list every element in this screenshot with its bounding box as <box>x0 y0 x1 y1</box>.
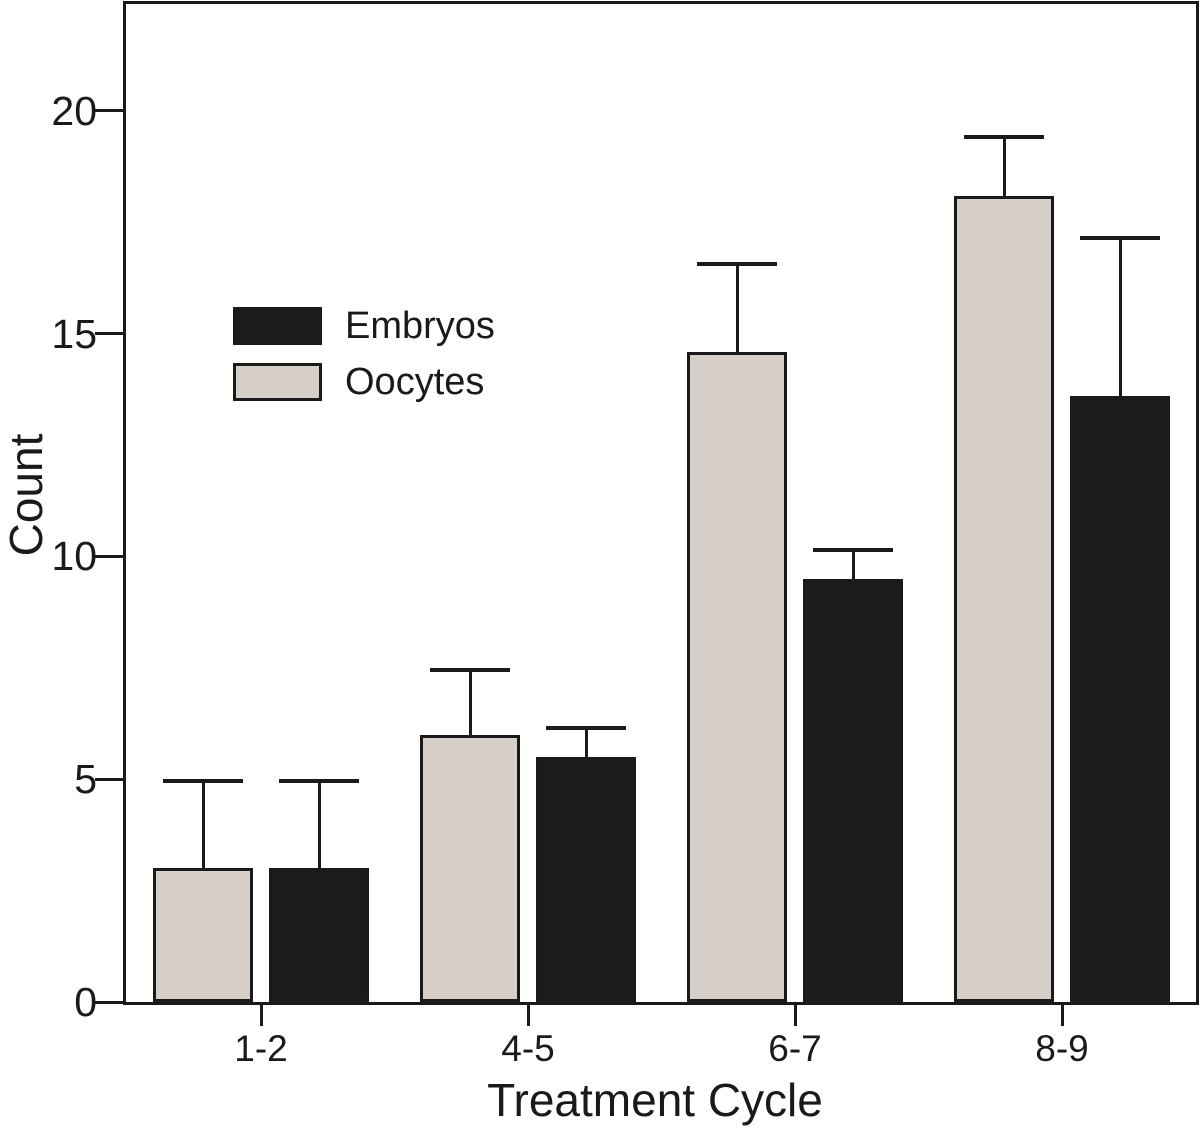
legend-label-embryos: Embryos <box>345 305 495 347</box>
x-tick-mark <box>526 1005 530 1026</box>
embryos-error-cap-8-9 <box>1080 236 1160 240</box>
embryos-swatch <box>233 307 322 345</box>
embryos-error-stem-6-7 <box>851 548 855 581</box>
embryos-error-cap-6-7 <box>813 548 893 552</box>
oocytes-error-cap-1-2 <box>163 779 243 783</box>
embryos-error-stem-4-5 <box>584 726 588 759</box>
y-tick-label: 10 <box>51 533 97 580</box>
y-tick-label: 20 <box>51 87 97 134</box>
oocytes-error-stem-6-7 <box>735 263 739 354</box>
x-tick-mark <box>1060 1005 1064 1026</box>
plot-area: Embryos Oocytes 0 5 10 15 20 1-2 4-5 6-7 8-9 <box>51 1 1199 1068</box>
x-tick-label: 8-9 <box>1035 1028 1089 1069</box>
embryos-bar-8-9 <box>1070 396 1170 1002</box>
y-tick-mark <box>95 332 123 336</box>
x-axis-title: Treatment Cycle <box>487 1074 823 1126</box>
oocytes-swatch <box>233 363 322 401</box>
x-tick-mark <box>259 1005 263 1026</box>
embryos-error-stem-1-2 <box>317 779 321 870</box>
oocytes-bar-6-7 <box>687 352 787 1002</box>
legend-label-oocytes: Oocytes <box>345 361 485 403</box>
oocytes-error-cap-4-5 <box>430 668 510 672</box>
oocytes-error-stem-8-9 <box>1002 136 1006 198</box>
y-tick-label: 15 <box>51 310 97 357</box>
y-tick-mark <box>95 777 123 781</box>
oocytes-error-stem-4-5 <box>468 668 472 737</box>
embryos-error-stem-8-9 <box>1118 236 1122 398</box>
oocytes-error-stem-1-2 <box>201 779 205 870</box>
oocytes-bar-8-9 <box>954 196 1054 1002</box>
embryos-bar-6-7 <box>803 579 903 1002</box>
x-tick-label: 4-5 <box>501 1028 555 1069</box>
oocytes-error-cap-8-9 <box>964 135 1044 139</box>
y-tick-mark <box>95 554 123 558</box>
embryos-bar-1-2 <box>269 868 369 1002</box>
x-tick-label: 1-2 <box>234 1028 288 1069</box>
y-tick-label: 0 <box>74 979 97 1025</box>
oocytes-bar-4-5 <box>420 735 520 1002</box>
oocytes-bar-1-2 <box>153 868 253 1002</box>
legend-entry-oocytes: Oocytes <box>233 363 495 401</box>
embryos-bar-4-5 <box>536 757 636 1002</box>
embryos-error-cap-1-2 <box>279 779 359 783</box>
embryos-error-cap-4-5 <box>546 726 626 730</box>
x-tick-label: 6-7 <box>768 1028 822 1069</box>
oocytes-error-cap-6-7 <box>697 262 777 266</box>
legend: Embryos Oocytes <box>233 307 495 419</box>
y-tick-label: 5 <box>74 756 97 803</box>
legend-entry-embryos: Embryos <box>233 307 495 345</box>
y-tick-mark <box>95 109 123 113</box>
y-tick-mark <box>95 1000 123 1004</box>
x-tick-mark <box>793 1005 797 1026</box>
